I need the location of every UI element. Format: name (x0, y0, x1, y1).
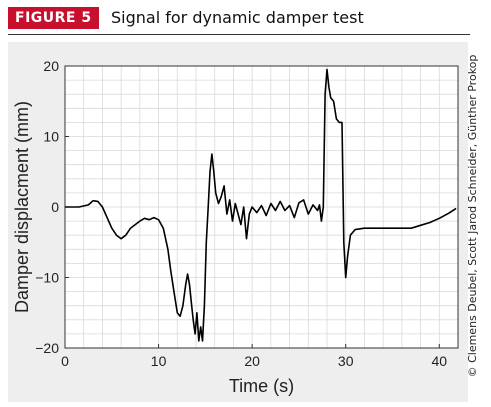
figure-title: Signal for dynamic damper test (111, 8, 364, 27)
x-axis-label: Time (s) (229, 376, 294, 396)
figure-badge: FIGURE 5 (8, 7, 99, 29)
figure-header: FIGURE 5 Signal for dynamic damper test (0, 0, 491, 34)
x-tick-label: 0 (61, 353, 69, 369)
header-rule (8, 34, 470, 35)
y-tick-label: −20 (35, 340, 59, 356)
x-tick-label: 30 (338, 353, 354, 369)
chart-panel: 0 10 20 30 40 −20 −10 0 10 20 Time (s) Damper displ… (8, 42, 468, 402)
y-tick-label: −10 (35, 270, 59, 286)
x-tick-label: 10 (151, 353, 167, 369)
y-tick-label: 20 (43, 58, 59, 74)
y-tick-label: 10 (43, 129, 59, 145)
series-line (65, 68, 457, 342)
image-credit: © Clemens Deubel, Scott Jarod Schneider,… (466, 54, 479, 378)
y-tick-label: 0 (51, 199, 59, 215)
x-tick-label: 40 (431, 353, 447, 369)
x-tick-label: 20 (244, 353, 260, 369)
line-chart: 0 10 20 30 40 −20 −10 0 10 20 Time (s) Damper displ… (12, 58, 459, 396)
y-axis-label: Damper displacment (mm) (12, 101, 32, 313)
